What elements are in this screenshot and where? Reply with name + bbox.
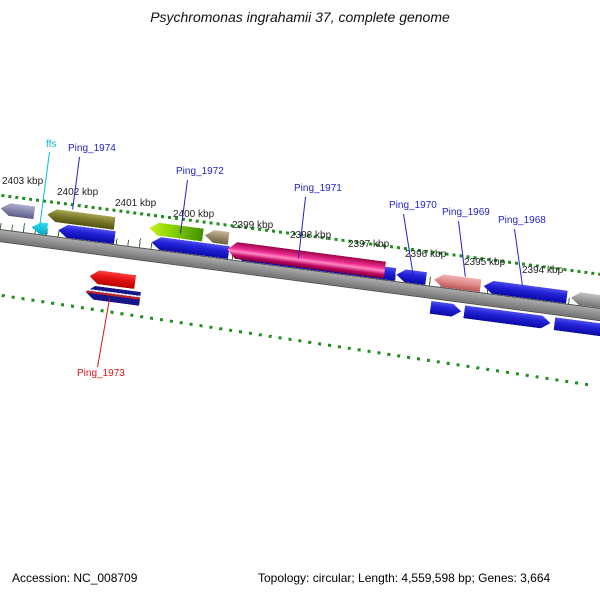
gene-arrow-unnamed-purple[interactable] <box>0 202 35 219</box>
topology-text: Topology: circular; Length: 4,559,598 bp… <box>258 571 551 585</box>
ruler-label-2400: 2400 kbp <box>173 209 215 220</box>
leader-line-ping-1974 <box>72 156 80 210</box>
leader-line-ping-1972 <box>179 179 188 234</box>
ruler-label-2396: 2396 kbp <box>405 249 447 260</box>
gene-arrow-unnamed-rev-blue-3[interactable] <box>554 317 600 340</box>
leader-line-ping-1970 <box>403 214 414 277</box>
gene-arrow-unnamed-tan[interactable] <box>204 229 229 245</box>
genome-track <box>0 192 600 230</box>
gene-label-ping-1973[interactable]: Ping_1973 <box>77 368 125 379</box>
ruler-label-2399: 2399 kbp <box>232 220 274 231</box>
gene-arrow-unnamed-rev-blue-1[interactable] <box>430 301 462 318</box>
leader-line-ping-1971 <box>297 196 306 259</box>
gene-label-ping-1968[interactable]: Ping_1968 <box>498 215 546 226</box>
page-title: Psychromonas ingrahamii 37, complete gen… <box>150 9 450 25</box>
ruler-label-2394: 2394 kbp <box>522 265 564 276</box>
accession-text: Accession: NC_008709 <box>12 571 138 585</box>
leader-line-ping-1969 <box>458 221 466 277</box>
ruler-label-2402: 2402 kbp <box>57 187 99 198</box>
ruler-label-2403: 2403 kbp <box>2 176 44 187</box>
gene-label-ping-1971[interactable]: Ping_1971 <box>294 183 342 194</box>
gene-label-ffs[interactable]: ffs <box>46 139 57 150</box>
ruler-label-2398: 2398 kbp <box>290 230 332 241</box>
leader-line-ping-1968 <box>514 229 523 286</box>
gene-label-ping-1972[interactable]: Ping_1972 <box>176 166 224 177</box>
ruler-label-2395: 2395 kbp <box>464 257 506 268</box>
gene-label-ping-1970[interactable]: Ping_1970 <box>389 200 437 211</box>
ruler-label-2397: 2397 kbp <box>348 239 390 250</box>
gene-arrow-ping-1972[interactable] <box>149 222 204 242</box>
gene-label-ping-1974[interactable]: Ping_1974 <box>68 143 116 154</box>
gene-label-ping-1969[interactable]: Ping_1969 <box>442 207 490 218</box>
ruler-label-2401: 2401 kbp <box>115 198 157 209</box>
